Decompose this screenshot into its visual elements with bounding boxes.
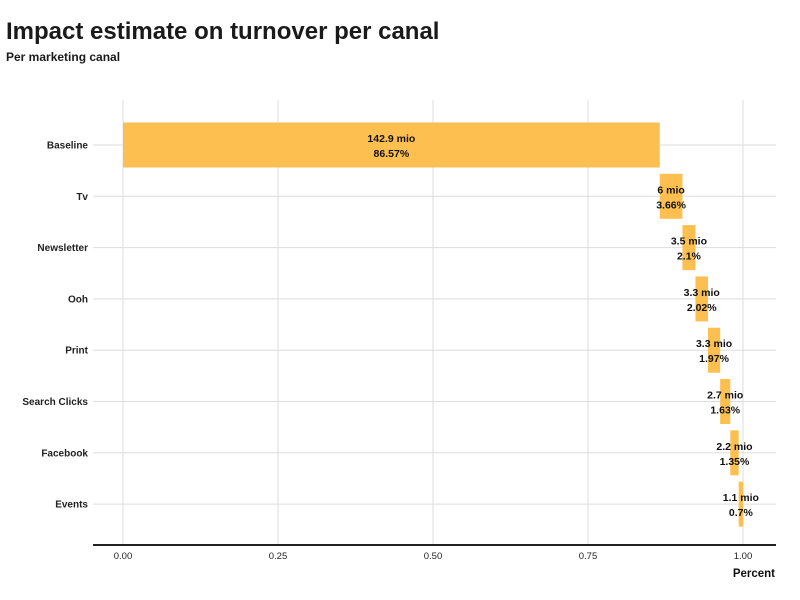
bar-value-label: 3.3 mio: [684, 287, 720, 299]
bar-percent-label: 3.66%: [656, 199, 686, 211]
category-label: Search Clicks: [22, 397, 88, 408]
x-tick-label: 0.75: [579, 551, 598, 562]
bar-value-label: 3.3 mio: [696, 338, 732, 350]
label-layer: Baseline 142.9 mio 86.57% Tv 6 mio 3.66% Newsl…: [22, 133, 759, 519]
bar-value-label: 6 mio: [657, 184, 684, 196]
x-axis-title: Percent: [733, 568, 775, 580]
bar: [695, 276, 708, 322]
category-label: Baseline: [47, 141, 89, 152]
bar-percent-label: 0.7%: [729, 507, 754, 519]
bar: [730, 430, 739, 476]
bar-value-label: 3.5 mio: [671, 236, 707, 248]
bar-percent-label: 2.02%: [687, 302, 717, 314]
chart-title: Impact estimate on turnover per canal: [6, 18, 440, 45]
x-tick-label: 0.00: [114, 551, 133, 562]
bar: [738, 481, 743, 527]
bar-value-label: 142.9 mio: [367, 133, 415, 145]
bar: [720, 379, 731, 424]
bar-percent-label: 2.1%: [677, 251, 702, 263]
x-tick-label: 0.25: [269, 551, 288, 562]
category-label: Tv: [76, 192, 88, 203]
category-label: Newsletter: [37, 243, 88, 254]
category-label: Events: [55, 500, 88, 511]
bar-percent-label: 1.97%: [699, 353, 729, 365]
bar-value-label: 2.7 mio: [707, 390, 743, 402]
x-tick-label: 1.00: [734, 551, 753, 562]
chart-subtitle: Per marketing canal: [6, 50, 121, 64]
bar-percent-label: 86.57%: [374, 148, 410, 160]
bar-percent-label: 1.35%: [720, 456, 750, 468]
bar-value-label: 2.2 mio: [716, 441, 752, 453]
bar: [682, 225, 696, 271]
bar: [707, 327, 721, 373]
bar-percent-label: 1.63%: [710, 405, 740, 417]
bar: [123, 122, 660, 168]
axis-layer: 0.00 0.25 0.50 0.75 1.00: [93, 544, 776, 562]
x-tick-label: 0.50: [424, 551, 443, 562]
bar-value-label: 1.1 mio: [723, 492, 759, 504]
category-label: Print: [65, 346, 88, 357]
category-label: Facebook: [41, 448, 88, 459]
category-label: Ooh: [68, 294, 88, 305]
bar: [659, 173, 683, 219]
bar-layer: [123, 122, 743, 527]
